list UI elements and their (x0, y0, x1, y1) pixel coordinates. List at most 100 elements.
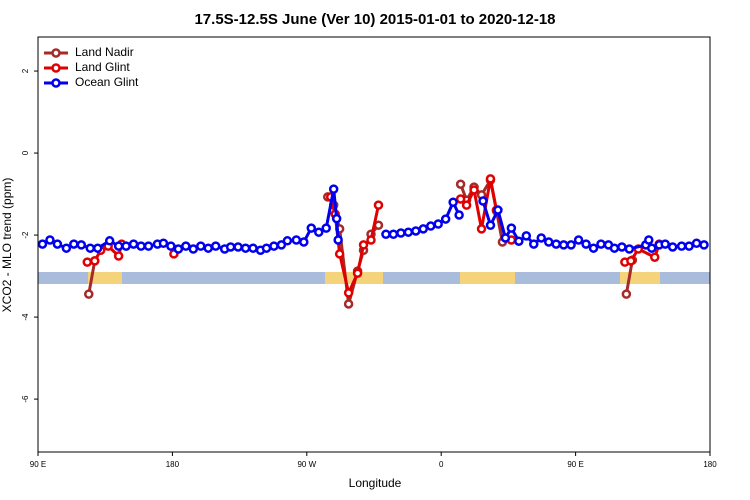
point (276, 240, 287, 250)
land-ocean-mask (38, 272, 710, 284)
point (291, 235, 302, 245)
point (521, 231, 532, 241)
point (233, 242, 243, 252)
point (52, 239, 63, 249)
point (667, 242, 678, 252)
point (476, 224, 487, 234)
point (485, 220, 496, 230)
legend-marker (51, 48, 61, 58)
point (343, 288, 354, 298)
point (181, 241, 191, 251)
point (609, 243, 620, 253)
point (248, 243, 258, 253)
plot-area (37, 174, 709, 309)
point (358, 240, 369, 250)
plot-frame (37, 36, 711, 453)
point (596, 239, 606, 249)
point (454, 210, 464, 220)
point (514, 236, 524, 246)
point (61, 243, 72, 253)
point (529, 239, 539, 249)
point (269, 241, 279, 251)
point (225, 242, 236, 252)
point (581, 239, 591, 249)
point (82, 257, 93, 267)
point (691, 238, 702, 249)
point (588, 243, 599, 253)
point (282, 236, 293, 246)
point (478, 196, 488, 206)
point (506, 223, 517, 233)
point (188, 244, 199, 254)
point (425, 221, 436, 231)
point (113, 251, 124, 261)
point (113, 241, 124, 251)
point (403, 227, 414, 237)
legend-marker (51, 63, 61, 73)
point (76, 240, 87, 250)
point (500, 233, 511, 243)
point (121, 241, 131, 251)
point (676, 241, 687, 251)
point (388, 229, 399, 239)
point (313, 227, 324, 237)
point (649, 252, 660, 262)
point (461, 200, 472, 210)
point (136, 241, 146, 251)
point (448, 197, 458, 208)
chart-title: 17.5S-12.5S June (Ver 10) 2015-01-01 to … (194, 11, 555, 28)
point (128, 239, 139, 249)
point (104, 236, 115, 246)
point (196, 241, 206, 251)
point (381, 229, 391, 239)
point (352, 268, 363, 278)
x-tick-label: 180 (166, 460, 180, 469)
point (299, 237, 309, 247)
legend-label: Land Nadir (75, 45, 134, 59)
point (85, 243, 96, 253)
y-axis-label: XCO2 - MLO trend (ppm) (0, 178, 14, 313)
point (647, 243, 657, 253)
series-line (87, 176, 634, 305)
point (92, 243, 103, 253)
point (660, 239, 670, 249)
point (143, 241, 154, 251)
x-tick-label: 90 E (30, 460, 46, 469)
point (321, 223, 331, 233)
point (166, 241, 176, 251)
point (343, 299, 354, 309)
point (334, 249, 345, 259)
point (558, 240, 569, 250)
y-tick-label: 0 (21, 150, 30, 155)
point (333, 235, 343, 245)
point (440, 214, 451, 224)
point (328, 184, 339, 194)
x-tick-label: 180 (703, 460, 717, 469)
point (566, 240, 576, 250)
y-tick-label: -6 (21, 395, 30, 403)
point (69, 239, 79, 249)
point (418, 224, 429, 234)
point (617, 242, 627, 252)
point (411, 226, 421, 236)
y-tick-label: 2 (21, 68, 30, 73)
point (455, 194, 466, 204)
point (89, 256, 100, 266)
legend-label: Land Glint (75, 60, 130, 74)
point (536, 233, 547, 243)
x-tick-label: 90 W (297, 460, 316, 469)
point (699, 240, 709, 250)
y-tick-label: -4 (21, 313, 30, 321)
x-tick-label: 90 E (567, 460, 583, 469)
point (543, 237, 554, 247)
point (158, 238, 169, 249)
point (261, 243, 272, 253)
point (455, 179, 466, 189)
point (203, 243, 213, 253)
point (626, 256, 636, 266)
point (485, 174, 496, 184)
point (469, 185, 479, 195)
point (210, 241, 221, 251)
